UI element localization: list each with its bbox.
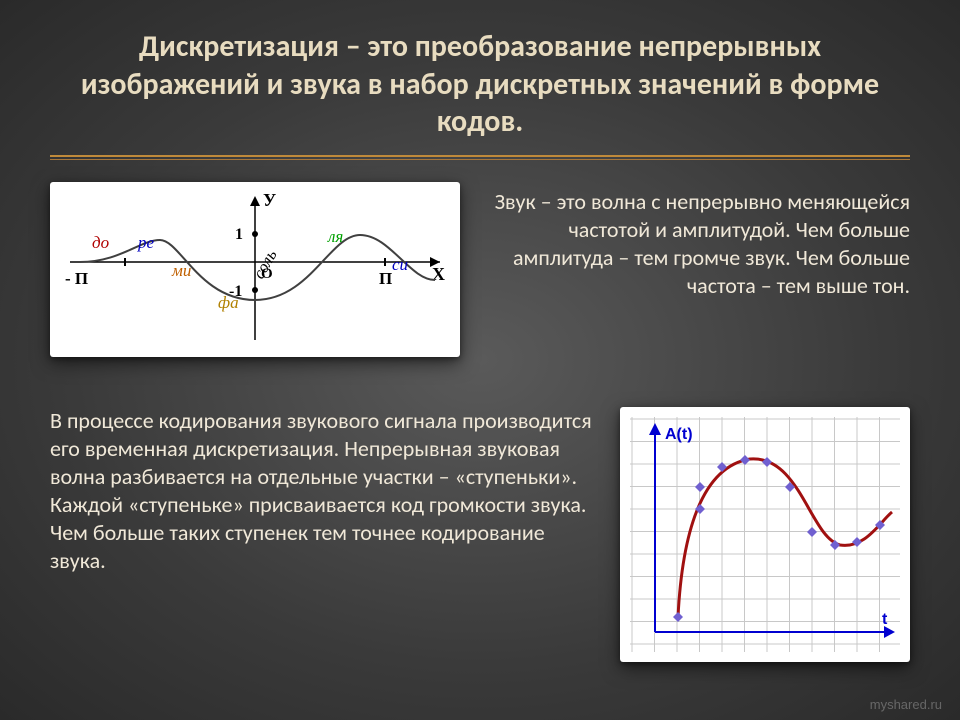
svg-text:A(t): A(t) bbox=[665, 426, 693, 443]
svg-text:ми: ми bbox=[171, 261, 191, 280]
slide: Дискретизация – это преобразование непре… bbox=[0, 0, 960, 720]
discretization-text: В процессе кодирования звукового сигнала… bbox=[50, 407, 592, 576]
svg-text:соль: соль bbox=[249, 245, 281, 281]
divider-line-1 bbox=[50, 155, 910, 157]
sound-definition-text: Звук – это волна с непрерывно меняющейся… bbox=[488, 182, 910, 301]
svg-text:У: У bbox=[263, 190, 276, 210]
slide-title: Дискретизация – это преобразование непре… bbox=[50, 28, 910, 141]
svg-text:- П: - П bbox=[65, 269, 88, 288]
row-1: XУ1-1О- ППдоремифасольляси Звук – это во… bbox=[50, 182, 910, 357]
sampling-svg: A(t) t bbox=[630, 417, 900, 652]
svg-text:ля: ля bbox=[327, 227, 343, 246]
svg-text:t: t bbox=[882, 611, 888, 628]
svg-text:фа: фа bbox=[218, 293, 239, 312]
sound-wave-chart: XУ1-1О- ППдоремифасольляси bbox=[50, 182, 460, 357]
svg-text:X: X bbox=[432, 264, 445, 284]
title-divider bbox=[50, 155, 910, 160]
svg-text:до: до bbox=[92, 233, 109, 252]
svg-text:ре: ре bbox=[137, 233, 155, 252]
sound-wave-svg: XУ1-1О- ППдоремифасольляси bbox=[60, 190, 450, 350]
svg-text:П: П bbox=[379, 269, 392, 288]
svg-text:1: 1 bbox=[235, 226, 243, 243]
footer-watermark: myshared.ru bbox=[870, 697, 942, 712]
sampling-chart: A(t) t bbox=[620, 407, 910, 662]
row-2: В процессе кодирования звукового сигнала… bbox=[50, 407, 910, 662]
divider-line-2 bbox=[50, 159, 910, 160]
svg-text:си: си bbox=[392, 255, 408, 274]
